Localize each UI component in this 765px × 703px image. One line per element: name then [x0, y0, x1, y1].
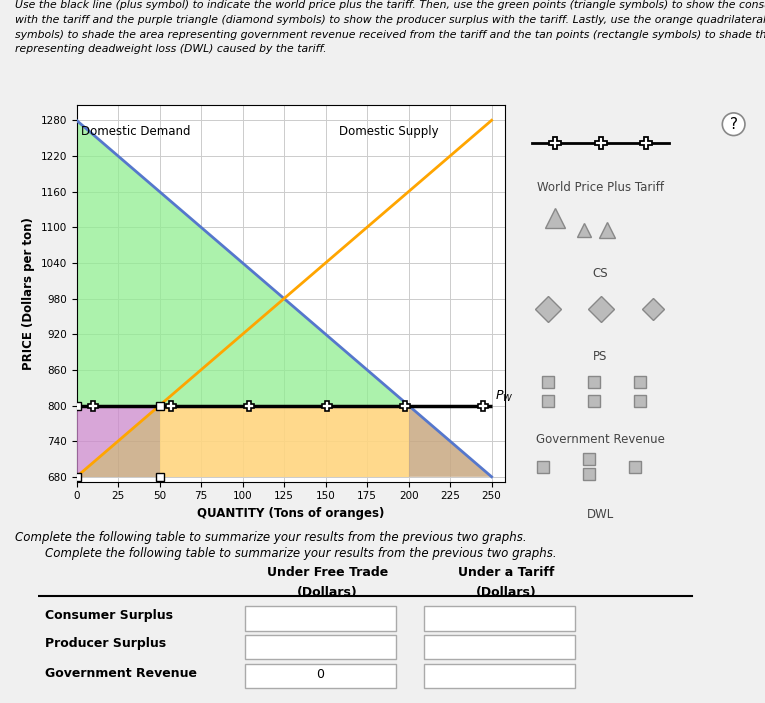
Text: ?: ? [730, 117, 737, 131]
Polygon shape [409, 406, 492, 477]
Text: Under a Tariff: Under a Tariff [458, 567, 555, 579]
Text: Domestic Supply: Domestic Supply [339, 125, 438, 138]
Text: Under Free Trade: Under Free Trade [267, 567, 388, 579]
Text: Domestic Demand: Domestic Demand [82, 125, 191, 138]
FancyBboxPatch shape [245, 635, 396, 659]
Text: Consumer Surplus: Consumer Surplus [45, 610, 173, 622]
Text: DWL: DWL [587, 508, 614, 521]
Text: PS: PS [594, 350, 607, 363]
Text: Government Revenue: Government Revenue [536, 432, 665, 446]
Text: (Dollars): (Dollars) [476, 586, 537, 600]
Text: Complete the following table to summarize your results from the previous two gra: Complete the following table to summariz… [15, 531, 527, 544]
Text: (Dollars): (Dollars) [297, 586, 358, 600]
FancyBboxPatch shape [424, 635, 575, 659]
Text: 0: 0 [317, 668, 324, 681]
Text: Use the black line (plus symbol) to indicate the world price plus the tariff. Th: Use the black line (plus symbol) to indi… [15, 0, 765, 54]
Polygon shape [76, 120, 409, 406]
Text: CS: CS [593, 267, 608, 280]
Polygon shape [160, 406, 409, 477]
Polygon shape [76, 406, 160, 477]
Text: $P_W$: $P_W$ [495, 389, 513, 404]
Y-axis label: PRICE (Dollars per ton): PRICE (Dollars per ton) [22, 217, 35, 370]
Text: Producer Surplus: Producer Surplus [45, 638, 166, 650]
FancyBboxPatch shape [424, 607, 575, 631]
Text: Complete the following table to summarize your results from the previous two gra: Complete the following table to summariz… [45, 547, 557, 560]
X-axis label: QUANTITY (Tons of oranges): QUANTITY (Tons of oranges) [197, 507, 384, 520]
Text: Government Revenue: Government Revenue [45, 666, 197, 680]
FancyBboxPatch shape [245, 664, 396, 688]
Polygon shape [76, 406, 160, 477]
Text: World Price Plus Tariff: World Price Plus Tariff [537, 181, 664, 193]
FancyBboxPatch shape [424, 664, 575, 688]
FancyBboxPatch shape [245, 607, 396, 631]
